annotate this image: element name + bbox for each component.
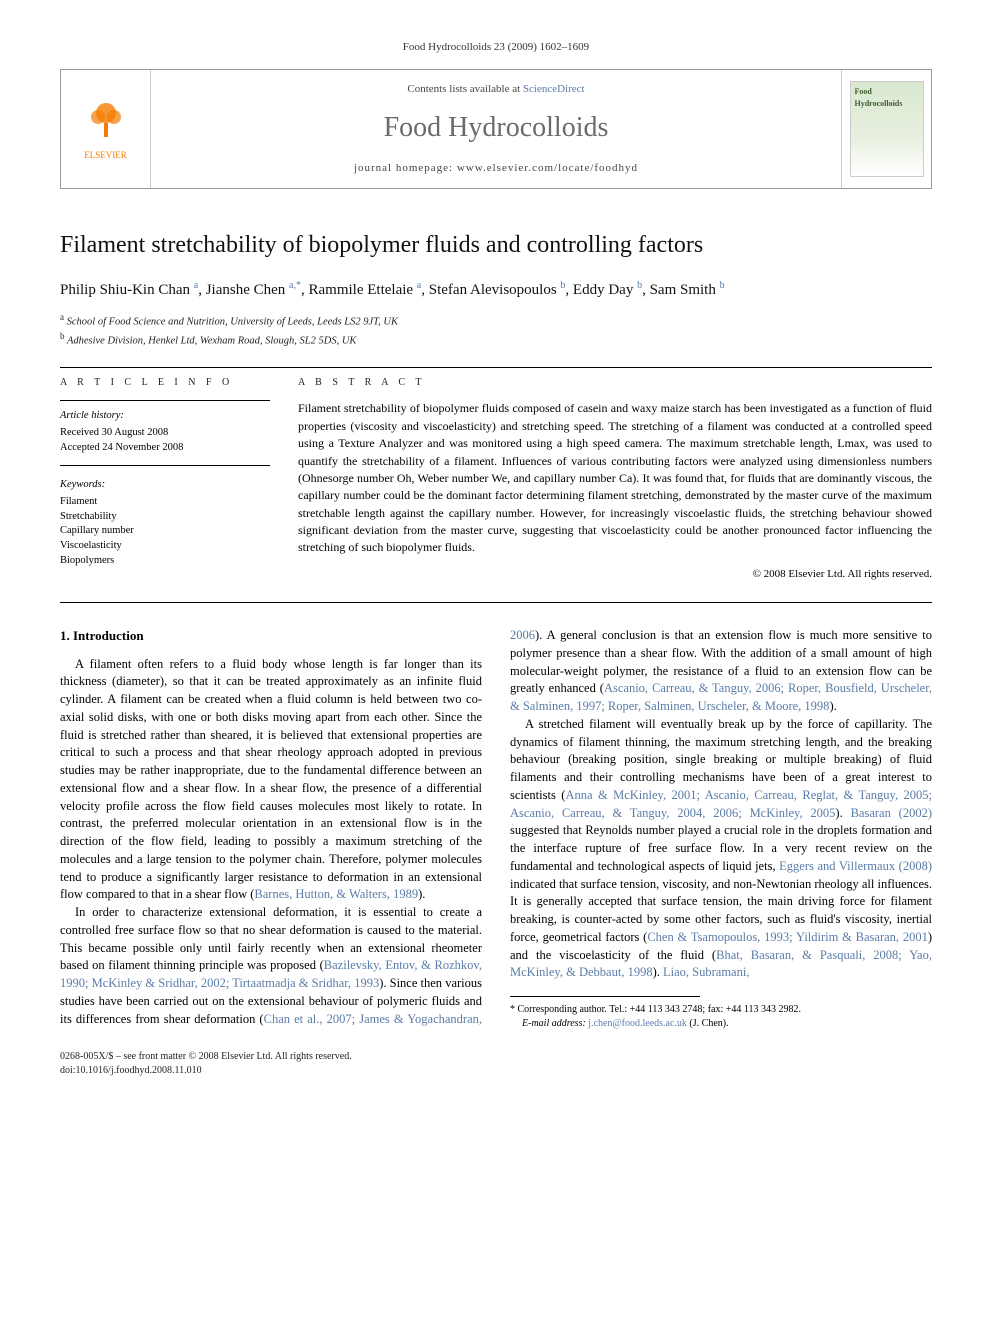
- abstract-heading: A B S T R A C T: [298, 376, 932, 390]
- article-info-block: A R T I C L E I N F O Article history: R…: [60, 376, 270, 582]
- footer-left: 0268-005X/$ – see front matter © 2008 El…: [60, 1050, 352, 1078]
- journal-reference: Food Hydrocolloids 23 (2009) 1602–1609: [60, 40, 932, 55]
- corresponding-author: * Corresponding author. Tel.: +44 113 34…: [510, 1003, 932, 1017]
- email-link[interactable]: j.chen@food.leeds.ac.uk: [588, 1018, 687, 1029]
- footnote-block: * Corresponding author. Tel.: +44 113 34…: [510, 996, 932, 1030]
- journal-title: Food Hydrocolloids: [163, 108, 829, 147]
- journal-cover-thumbnail: FoodHydrocolloids: [850, 81, 924, 177]
- homepage-prefix: journal homepage:: [354, 162, 457, 174]
- footnote-rule: [510, 996, 700, 997]
- page-footer: 0268-005X/$ – see front matter © 2008 El…: [60, 1050, 932, 1078]
- abstract-text: Filament stretchability of biopolymer fl…: [298, 400, 932, 557]
- rule-after-abstract: [60, 602, 932, 603]
- doi-line: doi:10.1016/j.foodhyd.2008.11.010: [60, 1064, 352, 1078]
- elsevier-logo: ELSEVIER: [83, 97, 129, 162]
- history-accepted: Accepted 24 November 2008: [60, 441, 270, 456]
- affiliation-b: b Adhesive Division, Henkel Ltd, Wexham …: [60, 330, 932, 349]
- article-info-rule-2: [60, 465, 270, 466]
- email-label: E-mail address:: [522, 1018, 586, 1029]
- citation[interactable]: Eggers and Villermaux (2008): [779, 859, 932, 873]
- citation[interactable]: Chen & Tsamopoulos, 1993; Yildirim & Bas…: [647, 930, 928, 944]
- citation[interactable]: Basaran (2002): [851, 806, 932, 820]
- keyword: Stretchability: [60, 510, 270, 525]
- body-columns: 1. Introduction A filament often refers …: [60, 627, 932, 1030]
- body-paragraph-3: A stretched filament will eventually bre…: [510, 716, 932, 982]
- article-info-rule: [60, 400, 270, 401]
- publisher-logo-cell: ELSEVIER: [61, 70, 151, 188]
- section-heading-1: 1. Introduction: [60, 627, 482, 645]
- journal-header: ELSEVIER Contents lists available at Sci…: [60, 69, 932, 189]
- affiliations: a School of Food Science and Nutrition, …: [60, 311, 932, 349]
- citation[interactable]: Liao, Subramani,: [663, 965, 749, 979]
- history-received: Received 30 August 2008: [60, 426, 270, 441]
- keyword: Biopolymers: [60, 554, 270, 569]
- header-center: Contents lists available at ScienceDirec…: [151, 70, 841, 188]
- abstract-copyright: © 2008 Elsevier Ltd. All rights reserved…: [298, 567, 932, 582]
- contents-prefix: Contents lists available at: [407, 83, 522, 95]
- corresponding-email: E-mail address: j.chen@food.leeds.ac.uk …: [510, 1017, 932, 1031]
- abstract-block: A B S T R A C T Filament stretchability …: [298, 376, 932, 582]
- homepage-line: journal homepage: www.elsevier.com/locat…: [163, 161, 829, 176]
- cover-thumb-cell: FoodHydrocolloids: [841, 70, 931, 188]
- cover-title: FoodHydrocolloids: [855, 86, 919, 108]
- citation[interactable]: Barnes, Hutton, & Walters, 1989: [254, 887, 418, 901]
- rule-top: [60, 367, 932, 368]
- keyword: Viscoelasticity: [60, 539, 270, 554]
- sciencedirect-link[interactable]: ScienceDirect: [523, 83, 585, 95]
- authors-line: Philip Shiu-Kin Chan a, Jianshe Chen a,*…: [60, 279, 932, 301]
- keyword: Capillary number: [60, 524, 270, 539]
- meta-row: A R T I C L E I N F O Article history: R…: [60, 376, 932, 582]
- citation[interactable]: McKinley & Sridhar, 2002; Tirtaatmadja &…: [92, 976, 380, 990]
- article-info-heading: A R T I C L E I N F O: [60, 376, 270, 390]
- elsevier-tree-icon: [83, 97, 129, 149]
- article-title: Filament stretchability of biopolymer fl…: [60, 229, 932, 263]
- body-paragraph-1: A filament often refers to a fluid body …: [60, 656, 482, 905]
- affiliation-a: a School of Food Science and Nutrition, …: [60, 311, 932, 330]
- email-who: (J. Chen).: [689, 1018, 728, 1029]
- publisher-name: ELSEVIER: [83, 149, 129, 162]
- keywords-label: Keywords:: [60, 478, 270, 493]
- contents-line: Contents lists available at ScienceDirec…: [163, 82, 829, 97]
- history-label: Article history:: [60, 409, 270, 424]
- issn-line: 0268-005X/$ – see front matter © 2008 El…: [60, 1050, 352, 1064]
- keyword: Filament: [60, 495, 270, 510]
- homepage-url[interactable]: www.elsevier.com/locate/foodhyd: [457, 162, 638, 174]
